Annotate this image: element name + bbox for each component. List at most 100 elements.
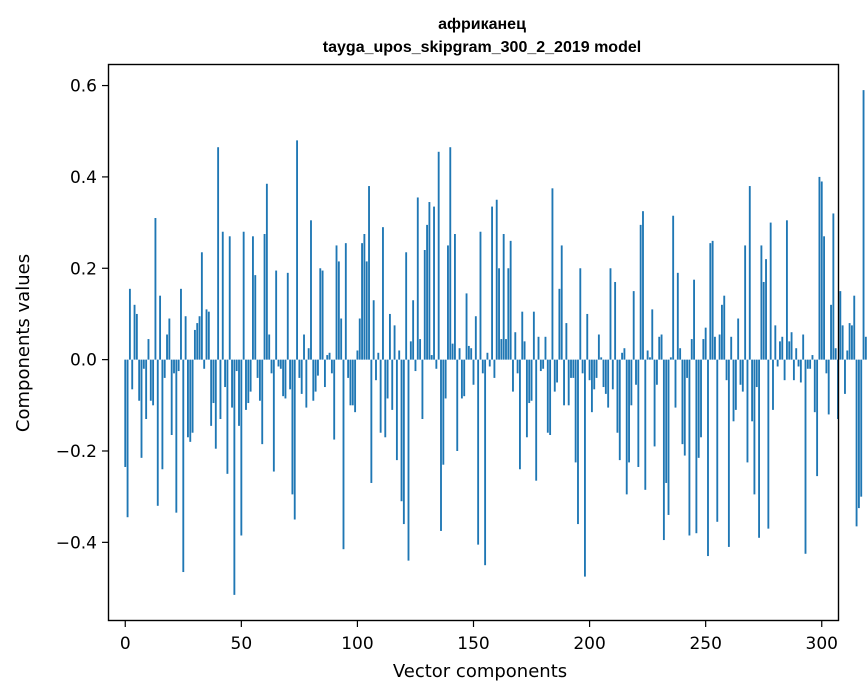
bar: [414, 359, 417, 372]
bar: [388, 313, 391, 360]
bar: [539, 359, 542, 372]
bar: [470, 348, 473, 360]
bar: [233, 359, 236, 595]
bar: [632, 291, 635, 360]
bar: [783, 359, 786, 381]
bar: [709, 243, 712, 360]
bar: [584, 359, 586, 577]
bar: [718, 334, 721, 360]
bar: [426, 224, 428, 360]
bar: [175, 359, 178, 513]
bar: [207, 311, 210, 360]
chart-title-line1: африканец: [438, 16, 526, 33]
bar: [131, 359, 134, 390]
bar: [788, 341, 791, 360]
bar: [358, 318, 361, 360]
x-tick-label: 250: [689, 634, 721, 654]
y-tick-label: 0.4: [70, 168, 97, 188]
x-axis-label: Vector components: [393, 661, 567, 682]
bar: [532, 311, 535, 360]
bar: [505, 339, 507, 360]
bar: [296, 140, 298, 360]
bar: [488, 359, 491, 367]
bar: [393, 325, 396, 360]
bar: [402, 359, 405, 525]
bar: [300, 359, 303, 394]
bar: [133, 304, 136, 360]
bar: [839, 291, 842, 360]
bar: [265, 183, 268, 360]
bar: [607, 359, 610, 408]
bar: [451, 343, 454, 360]
bar: [551, 188, 554, 360]
y-axis-ticks: −0.4 −0.2 0.0 0.2 0.4 0.6: [56, 77, 109, 553]
bar: [674, 359, 677, 408]
bar: [249, 359, 252, 392]
bar: [813, 359, 816, 413]
bar: [535, 359, 538, 481]
bar: [841, 325, 844, 360]
x-tick-label: 100: [341, 634, 373, 654]
bar: [467, 345, 470, 360]
bar: [611, 359, 614, 390]
x-tick-label: 50: [231, 634, 253, 654]
bar: [690, 339, 693, 360]
bar: [335, 245, 338, 360]
bar: [351, 359, 354, 406]
y-tick-label: −0.2: [56, 442, 97, 462]
bar: [386, 359, 389, 399]
bar: [558, 288, 561, 360]
bar: [779, 341, 781, 360]
x-tick-label: 200: [573, 634, 605, 654]
bar: [676, 272, 679, 360]
bar: [463, 359, 466, 397]
bar: [846, 350, 849, 360]
bar: [398, 350, 401, 360]
bar: [479, 231, 482, 360]
bar: [187, 359, 189, 438]
bar: [191, 359, 194, 433]
bar: [639, 224, 642, 360]
bar: [447, 245, 449, 360]
bar: [519, 359, 521, 470]
bar: [851, 325, 853, 360]
bar: [830, 304, 832, 360]
bar: [844, 359, 846, 394]
bar: [173, 359, 175, 374]
bar: [379, 359, 382, 433]
bar-series: [124, 90, 867, 595]
bar: [649, 357, 651, 360]
bar: [809, 359, 812, 369]
bar: [723, 295, 726, 360]
bar: [228, 236, 231, 360]
bar: [577, 359, 579, 525]
bar: [646, 350, 649, 360]
bar: [623, 348, 626, 360]
bar: [700, 359, 702, 438]
bar: [142, 359, 145, 369]
bar: [177, 359, 180, 372]
bar: [732, 359, 735, 422]
bar: [409, 341, 412, 360]
bar: [769, 222, 772, 360]
bar: [330, 359, 333, 374]
bar: [145, 359, 148, 420]
bar: [507, 268, 510, 360]
bar: [625, 359, 628, 495]
bar: [695, 359, 698, 534]
bar: [804, 359, 807, 554]
bar: [658, 336, 661, 360]
bar: [662, 359, 665, 541]
bar: [365, 261, 368, 360]
bar: [546, 359, 549, 433]
bar: [184, 316, 187, 360]
bar: [502, 234, 505, 360]
bar: [477, 359, 480, 545]
bar: [523, 341, 526, 360]
bar: [737, 318, 740, 360]
bar: [806, 359, 809, 369]
bar: [242, 231, 245, 360]
bar: [600, 357, 603, 360]
bar: [767, 359, 770, 529]
y-tick-label: 0.0: [70, 351, 97, 371]
